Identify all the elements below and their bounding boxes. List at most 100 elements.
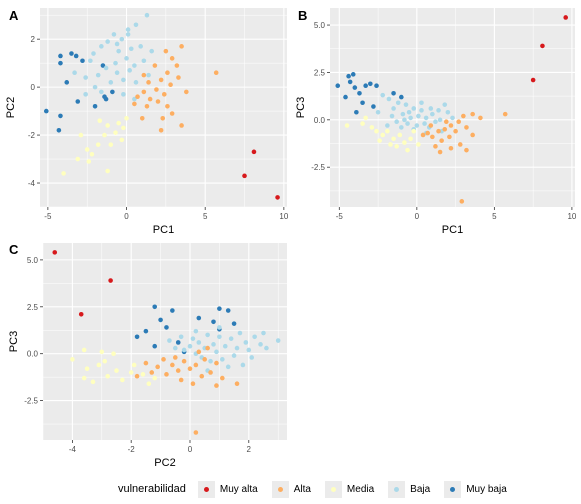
panel-a-point (121, 77, 126, 83)
panel-c-point (228, 336, 234, 341)
panel-c-point (208, 370, 213, 375)
panel-a-point (105, 39, 110, 44)
panel-c-point (181, 358, 187, 364)
panel-c-x-axis-label: PC2 (154, 457, 175, 469)
panel-c-point (249, 355, 255, 360)
panel-c-point (175, 368, 181, 373)
panel-a-point (99, 89, 104, 95)
panel-c-point (225, 364, 231, 370)
panel-c-point (202, 357, 207, 362)
panel-a-point (169, 56, 175, 61)
panel-a-point (135, 94, 140, 100)
panel-b-point (352, 85, 358, 90)
panel-a-point (132, 96, 137, 102)
panel-a-point (124, 115, 129, 121)
panel-c-point (234, 345, 240, 351)
panel-c-point (167, 338, 172, 343)
panel-b-point (414, 123, 420, 128)
panel-a-point (84, 147, 90, 152)
panel-c-point (196, 315, 202, 321)
panel-c-tick-label-y: 2.5 (27, 303, 39, 312)
panel-c-point (187, 343, 193, 349)
panel-b-tick-label-x: 10 (567, 212, 576, 221)
panel-c-point (134, 373, 140, 379)
panel-c-point (134, 334, 140, 340)
panel-c-point (70, 357, 75, 362)
panel-a-point (168, 82, 173, 88)
panel-a-point (92, 84, 98, 90)
panel-a-point (105, 123, 110, 128)
panel-a-point (176, 75, 181, 80)
legend-key-media (324, 480, 342, 498)
panel-c-point (220, 375, 225, 381)
panel-b-point (459, 199, 465, 204)
panel-c-point (152, 304, 158, 310)
panel-c-y-axis-label: PC3 (8, 331, 20, 352)
panel-c-point (90, 379, 96, 385)
panel-a-point (80, 58, 85, 64)
panel-b-point (357, 90, 362, 96)
panel-a-point (133, 22, 139, 28)
panel-b-point (442, 102, 448, 107)
legend-swatch-media (330, 486, 336, 492)
panel-b-point (443, 119, 449, 125)
panel-b-point (400, 111, 406, 117)
panel-c-point (246, 347, 252, 353)
panel-a-point (78, 132, 84, 138)
panel-c-point (172, 345, 178, 351)
panel-b-point (408, 115, 413, 121)
panel-c-point (181, 347, 187, 353)
panel-b-point (347, 79, 353, 85)
panel-c-point (190, 336, 196, 341)
panel-a-point (124, 56, 129, 61)
panel-b-point (399, 125, 404, 130)
legend-item-muy-baja: Muy baja (444, 480, 507, 498)
panel-a-point (72, 70, 77, 76)
panel-c-point (258, 342, 263, 347)
panel-a-point (119, 137, 125, 143)
panel-b-point (402, 140, 407, 145)
panel-b-point (448, 145, 454, 151)
panel-a-point (144, 12, 150, 18)
panel-a-point (121, 92, 126, 97)
panel-a-background (40, 8, 287, 207)
panel-c-point (217, 306, 222, 311)
panel-a-point (158, 77, 164, 83)
panel-b-point (470, 132, 475, 138)
panel-b-point (386, 96, 392, 102)
panel-a-tick-label-x: -5 (44, 212, 52, 221)
panel-c-tick-label-y: -2.5 (24, 397, 38, 406)
panel-b-point (363, 83, 368, 89)
panel-c-tag: C (9, 242, 19, 257)
panel-b-point (380, 132, 386, 138)
panel-b-tick-label-x: 5 (492, 212, 497, 221)
panel-c-point (105, 373, 110, 379)
panel-a-point (160, 115, 166, 121)
panel-a-point (163, 48, 169, 54)
panel-a-point (103, 65, 109, 71)
panel-c-point (237, 330, 243, 336)
panel-a-point (133, 80, 139, 85)
panel-c-point (193, 362, 199, 368)
panel-a-tick-label-y: 2 (31, 35, 36, 44)
panel-b-point (433, 144, 438, 149)
panel-c-background (43, 243, 287, 440)
panel-c-point (149, 370, 155, 375)
panel-c-point (81, 347, 87, 353)
panel-c-point (205, 332, 210, 338)
panel-b-point (395, 100, 401, 106)
panel-c-point (158, 317, 163, 323)
panel-b-point (563, 15, 568, 20)
legend-label-alta: Alta (293, 483, 311, 495)
panel-a-point (97, 118, 103, 123)
panel-c-point (240, 362, 246, 368)
panel-b-point (478, 115, 483, 121)
panel-c-point (108, 278, 113, 283)
panel-b-point (419, 100, 424, 106)
legend-key-baja (388, 480, 406, 498)
panel-a-point (103, 96, 109, 102)
panel-a-tick-label-y: -2 (28, 131, 36, 140)
legend-item-alta: Alta (271, 480, 311, 498)
panel-b-point (437, 117, 443, 123)
panel-b-point (343, 94, 348, 100)
